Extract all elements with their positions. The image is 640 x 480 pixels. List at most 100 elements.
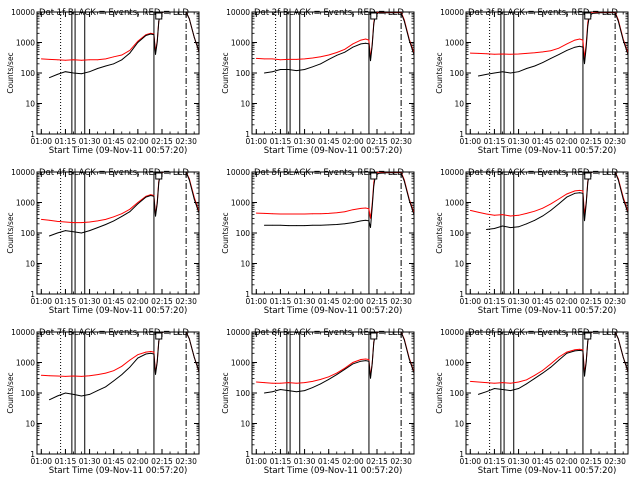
series-events-point (368, 43, 370, 45)
y-tick-label: 10 (240, 100, 250, 109)
series-lld-point (579, 189, 581, 191)
series-lld-point (534, 374, 536, 376)
series-events-point (155, 54, 156, 56)
series-lld-point (494, 214, 495, 216)
x-axis-label: Start Time (09-Nov-11 00:57:20) (264, 306, 403, 316)
series-lld-point (510, 53, 511, 55)
series-lld-point (574, 190, 576, 192)
series-events-point (352, 363, 354, 365)
series-events-point (582, 350, 584, 352)
y-tick-label: 10000 (440, 168, 464, 177)
x-tick-label: 02:30 (604, 457, 626, 466)
series-lld-point (56, 221, 58, 222)
series-events-point (622, 198, 624, 200)
y-tick-label: 10000 (11, 8, 35, 17)
series-events-point (320, 63, 322, 65)
series-events-point (169, 12, 171, 13)
series-events-point (137, 203, 139, 205)
series-lld-point (296, 382, 297, 384)
series-lld-point (579, 38, 581, 40)
x-tick-label: 02:00 (127, 457, 149, 466)
series-lld-point (550, 363, 552, 365)
series-events-point (65, 392, 66, 394)
series-events-point (534, 65, 536, 67)
y-tick-label: 10000 (226, 328, 250, 337)
series-events-point (129, 366, 131, 368)
y-tick-label: 1 (459, 130, 464, 139)
series-lld-point (534, 52, 536, 54)
y-tick-label: 100 (21, 389, 36, 398)
series-events-point (198, 212, 199, 214)
series-events-point (403, 180, 405, 182)
series-lld-point (312, 381, 314, 382)
series-events-point (558, 54, 560, 56)
series-events-point (129, 52, 131, 54)
detector-panel-7: Det 7f BLACK = Events, RED = LLD11010010… (6, 328, 200, 476)
series-lld-point (526, 379, 528, 381)
series-events-point (177, 172, 179, 173)
series-events-point (150, 352, 152, 354)
series-events-point (177, 332, 179, 333)
series-events-point (360, 43, 362, 45)
series-lld-point (48, 375, 50, 377)
series-lld-point (263, 212, 265, 214)
series-events-point (56, 73, 58, 75)
series-lld-line (470, 172, 628, 217)
series-lld-point (40, 374, 42, 376)
series-lld-point (65, 59, 66, 61)
y-tick-label: 1000 (445, 39, 464, 48)
series-events-point (510, 227, 511, 229)
series-events-point (156, 42, 158, 43)
series-events-point (113, 220, 115, 222)
series-events-point (320, 224, 322, 226)
x-tick-label: 01:15 (270, 137, 292, 146)
peak-marker-square (370, 172, 378, 180)
series-lld-point (121, 365, 123, 367)
x-tick-label: 02:30 (175, 457, 197, 466)
series-lld-line (41, 172, 199, 224)
series-events-point (598, 172, 600, 173)
series-events-point (155, 374, 156, 376)
x-tick-label: 01:30 (294, 297, 316, 306)
x-tick-label: 01:00 (459, 297, 481, 306)
series-events-point (370, 227, 371, 229)
series-events-point (617, 179, 619, 181)
series-lld-point (534, 210, 536, 212)
series-lld-point (558, 47, 560, 49)
y-tick-label: 1000 (231, 199, 250, 208)
series-events-point (150, 195, 152, 196)
series-events-line (49, 12, 199, 79)
series-events-point (344, 223, 346, 225)
series-lld-point (65, 221, 66, 223)
x-tick-label: 02:30 (175, 297, 197, 306)
x-tick-label: 01:00 (245, 297, 267, 306)
series-lld-point (304, 382, 305, 383)
series-events-point (542, 215, 544, 217)
x-tick-label: 02:00 (556, 137, 578, 146)
series-lld-point (352, 209, 354, 211)
series-lld-point (304, 213, 305, 215)
series-lld-point (153, 195, 155, 196)
series-events-point (121, 59, 123, 61)
series-lld-point (73, 222, 74, 223)
series-events-point (312, 224, 314, 226)
series-events-point (312, 66, 314, 68)
x-tick-label: 02:00 (342, 137, 364, 146)
series-lld-point (255, 381, 257, 383)
series-events-point (403, 339, 405, 341)
series-lld-point (65, 376, 66, 377)
x-tick-label: 01:15 (484, 137, 506, 146)
series-events-point (271, 391, 273, 393)
series-events-point (370, 378, 371, 379)
detector-panel-1: Det 1f BLACK = Events, RED = LLD11010010… (6, 8, 200, 156)
x-tick-label: 01:30 (79, 137, 101, 146)
series-events-point (97, 227, 99, 229)
series-events-point (627, 371, 628, 373)
series-events-point (193, 356, 195, 358)
series-lld-point (81, 59, 82, 61)
series-lld-point (566, 43, 568, 45)
series-events-point (413, 54, 414, 56)
plot-frame (251, 331, 415, 455)
x-tick-label: 02:30 (390, 297, 412, 306)
